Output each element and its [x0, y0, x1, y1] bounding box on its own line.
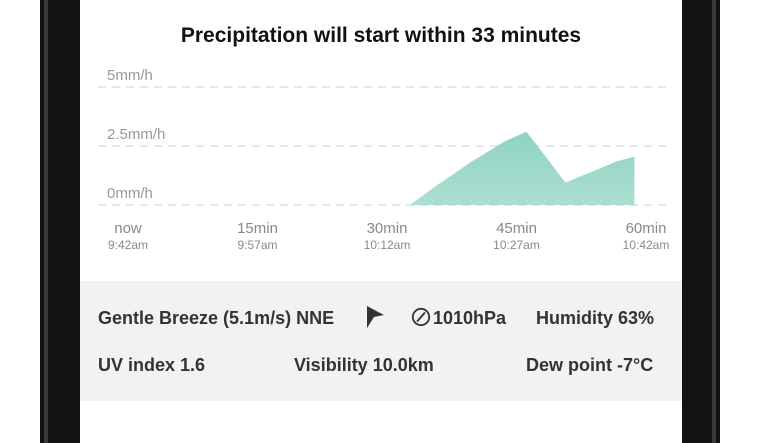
device-bezel-right: [682, 0, 760, 443]
x-tick-time: 10:42am: [623, 238, 670, 252]
x-tick-label: 45min: [496, 220, 537, 237]
wind-text: Gentle Breeze (5.1m/s) NNE: [98, 308, 335, 328]
x-tick-label: 60min: [626, 220, 667, 237]
x-tick-label: 15min: [237, 220, 278, 237]
dew-point-text: Dew point -7°C: [526, 355, 654, 375]
device-bezel-left: [0, 0, 80, 443]
y-tick-label: 2.5mm/h: [107, 126, 165, 143]
uv-index-text: UV index 1.6: [98, 355, 206, 375]
humidity-text: Humidity 63%: [536, 308, 655, 328]
y-tick-label: 0mm/h: [107, 185, 153, 202]
x-tick-label: now: [114, 220, 142, 237]
x-tick-time: 9:57am: [237, 238, 277, 252]
x-tick-label: 30min: [367, 220, 408, 237]
gauge-icon: [411, 307, 431, 327]
weather-screen: Precipitation will start within 33 minut…: [80, 0, 682, 443]
visibility-text: Visibility 10.0km: [294, 355, 434, 375]
precipitation-area: [125, 131, 635, 205]
navigation-arrow-icon: [367, 306, 384, 328]
x-tick-time: 9:42am: [108, 238, 148, 252]
x-tick-time: 10:27am: [493, 238, 540, 252]
precipitation-headline: Precipitation will start within 33 minut…: [180, 24, 582, 47]
pressure-text: 1010hPa: [433, 308, 507, 328]
x-tick-time: 10:12am: [364, 238, 411, 252]
y-tick-label: 5mm/h: [107, 67, 153, 84]
weather-details-panel: Gentle Breeze (5.1m/s) NNE 1010hPa Humid…: [80, 281, 682, 401]
